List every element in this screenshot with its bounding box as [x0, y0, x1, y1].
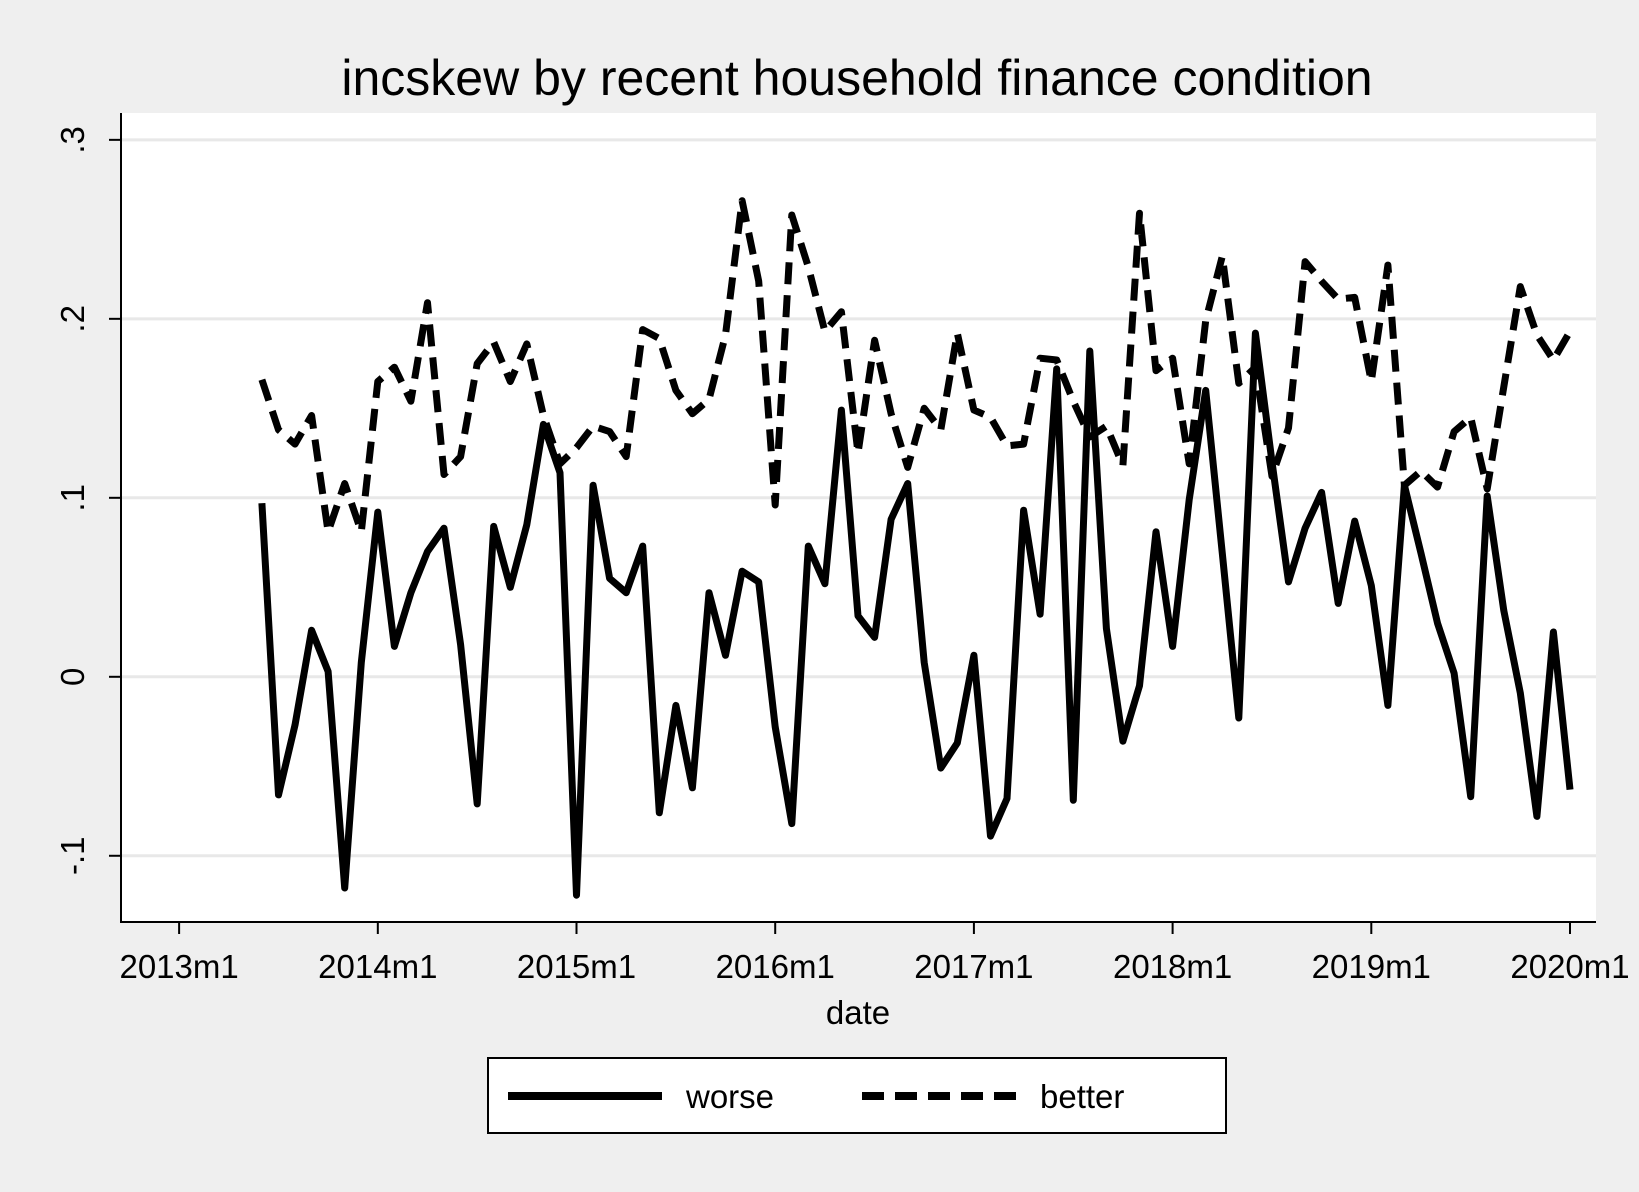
series-layer	[258, 197, 1574, 899]
x-tick-label: 2015m1	[517, 948, 636, 985]
x-tick-label: 2018m1	[1113, 948, 1232, 985]
legend-label-worse: worse	[685, 1078, 774, 1115]
y-tick-label: 0	[54, 668, 91, 686]
x-tick-label: 2014m1	[318, 948, 437, 985]
y-tick-label: .1	[54, 484, 91, 512]
gridlines	[121, 138, 1596, 858]
x-tick-label: 2013m1	[119, 948, 238, 985]
series-line-worse	[258, 329, 1574, 899]
x-tick-label: 2017m1	[914, 948, 1033, 985]
x-tick-label: 2016m1	[716, 948, 835, 985]
legend: worse better	[487, 1057, 1227, 1134]
y-tick-label: .3	[54, 126, 91, 154]
y-axis-ticks: -.1 0 .1 .2 .3	[54, 126, 121, 875]
chart-title: incskew by recent household finance cond…	[341, 50, 1372, 106]
series-line-better	[258, 197, 1574, 536]
x-tick-label: 2020m1	[1510, 948, 1629, 985]
y-tick-label: .2	[54, 305, 91, 333]
legend-label-better: better	[1040, 1078, 1124, 1115]
x-axis-title: date	[826, 994, 890, 1031]
plot-area	[121, 113, 1596, 922]
y-tick-label: -.1	[54, 837, 91, 876]
x-axis-ticks: 2013m1 2014m1 2015m1 2016m1 2017m1 2018m1 2019…	[119, 922, 1630, 985]
x-tick-label: 2019m1	[1312, 948, 1431, 985]
